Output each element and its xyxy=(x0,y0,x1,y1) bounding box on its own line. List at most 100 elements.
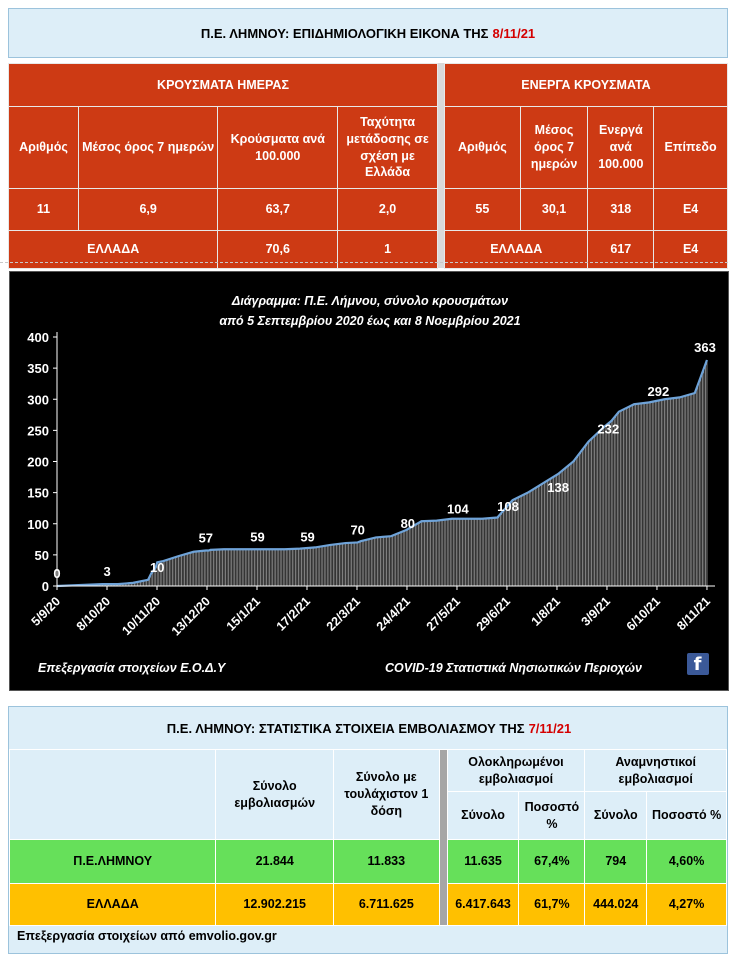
vaccination-title: Π.Ε. ΛΗΜΝΟΥ: ΣΤΑΤΙΣΤΙΚΑ ΣΤΟΙΧΕΙΑ ΕΜΒΟΛΙΑ… xyxy=(9,707,729,749)
x-tick-label: 6/10/21 xyxy=(624,594,663,633)
x-tick-label: 22/3/21 xyxy=(324,594,363,633)
x-tick-label: 1/8/21 xyxy=(529,594,564,629)
daily-col-per100k: Κρούσματα ανά 100.000 xyxy=(217,106,339,189)
data-label: 10 xyxy=(150,560,164,575)
facebook-icon[interactable]: f xyxy=(687,653,709,675)
epidemiology-date: 8/11/21 xyxy=(492,25,536,41)
section-separator xyxy=(0,259,728,263)
y-tick-label: 350 xyxy=(27,361,49,376)
vacc-header-complete-pct: Ποσοστό % xyxy=(518,791,586,840)
x-tick-label: 15/1/21 xyxy=(224,594,263,633)
active-cases-header: ΕΝΕΡΓΑ ΚΡΟΥΣΜΑΤΑ xyxy=(444,63,728,107)
y-tick-label: 0 xyxy=(42,579,49,594)
y-tick-label: 300 xyxy=(27,392,49,407)
active-col-per100k: Ενεργά ανά 100.000 xyxy=(587,106,655,189)
data-label: 138 xyxy=(547,480,569,495)
data-label: 59 xyxy=(300,529,314,544)
vacc-lemnos-label: Π.Ε.ΛΗΜΝΟΥ xyxy=(8,839,217,884)
vacc-row-lemnos: Π.Ε.ΛΗΜΝΟΥ 21.844 11.833 11.635 67,4% 79… xyxy=(8,839,727,884)
data-label: 80 xyxy=(401,516,415,531)
active-count-value: 55 xyxy=(444,188,521,231)
vacc-lemnos-booster-pct: 4,60% xyxy=(646,839,727,884)
vacc-greece-complete-pct: 61,7% xyxy=(518,883,586,926)
chart-footer-source: Επεξεργασία στοιχείων Ε.Ο.Δ.Υ xyxy=(38,661,226,675)
vacc-lemnos-booster: 794 xyxy=(584,839,648,884)
cases-chart: 0 50 100 150 200 250 300 350 400 5/9/20 8/10/20 10/… xyxy=(9,271,729,691)
epidemiology-panel: Π.Ε. ΛΗΜΝΟΥ: ΕΠΙΔΗΜΙΟΛΟΓΙΚΗ ΕΙΚΟΝΑ ΤΗΣ 8… xyxy=(7,8,728,269)
daily-speed-value: 2,0 xyxy=(337,188,438,231)
vacc-row-greece: ΕΛΛΑΔΑ 12.902.215 6.711.625 6.417.643 61… xyxy=(8,883,727,926)
vacc-lemnos-one-dose: 11.833 xyxy=(333,839,440,884)
data-label: 70 xyxy=(350,522,364,537)
data-label: 104 xyxy=(447,501,469,516)
y-tick-label: 50 xyxy=(35,548,49,563)
cases-line xyxy=(56,359,708,588)
x-tick-label: 24/4/21 xyxy=(374,594,413,633)
daily-avg7-value: 6,9 xyxy=(77,188,219,231)
chart-title-line2: από 5 Σεπτεμβρίου 2020 έως και 8 Νοεμβρί… xyxy=(219,314,521,328)
vaccination-footer: Επεξεργασία στοιχείων από emvolio.gov.gr xyxy=(17,929,277,943)
x-tick-label: 5/9/20 xyxy=(29,594,64,629)
vacc-greece-label: ΕΛΛΑΔΑ xyxy=(8,883,217,926)
daily-col-speed: Ταχύτητα μετάδοσης σε σχέση με Ελλάδα xyxy=(337,106,438,189)
y-tick-label: 400 xyxy=(27,330,49,345)
y-tick-label: 150 xyxy=(27,486,49,501)
vacc-lemnos-total: 21.844 xyxy=(215,839,334,884)
chart-title-line1: Διάγραμμα: Π.Ε. Λήμνου, σύνολο κρουσμάτω… xyxy=(231,294,509,308)
daily-per100k-value: 63,7 xyxy=(217,188,339,231)
vaccination-title-text: Π.Ε. ΛΗΜΝΟΥ: ΣΤΑΤΙΣΤΙΚΑ ΣΤΟΙΧΕΙΑ ΕΜΒΟΛΙΑ… xyxy=(166,720,525,736)
epidemiology-title: Π.Ε. ΛΗΜΝΟΥ: ΕΠΙΔΗΜΙΟΛΟΓΙΚΗ ΕΙΚΟΝΑ ΤΗΣ 8… xyxy=(8,8,728,58)
vacc-header-complete: Ολοκληρωμένοι εμβολιασμοί xyxy=(446,749,586,792)
y-tick-label: 100 xyxy=(27,517,49,532)
vacc-header-total: Σύνολο εμβολιασμών xyxy=(215,749,334,840)
active-col-level: Επίπεδο xyxy=(653,106,728,189)
x-tick-label: 8/10/20 xyxy=(74,594,113,633)
active-level-value: Ε4 xyxy=(653,188,728,231)
active-col-count: Αριθμός xyxy=(444,106,521,189)
vaccination-table: Σύνολο εμβολιασμών Σύνολο με τουλάχιστον… xyxy=(8,749,727,926)
vacc-header-complete-sum: Σύνολο xyxy=(446,791,520,840)
vacc-lemnos-complete-pct: 67,4% xyxy=(518,839,586,884)
vacc-header-booster-sum: Σύνολο xyxy=(584,791,648,840)
vaccination-date: 7/11/21 xyxy=(528,720,572,736)
data-label: 0 xyxy=(53,566,60,581)
vacc-header-booster-pct: Ποσοστό % xyxy=(646,791,727,840)
vacc-greece-complete: 6.417.643 xyxy=(446,883,520,926)
table-divider xyxy=(438,63,444,268)
vacc-header-one-dose: Σύνολο με τουλάχιστον 1 δόση xyxy=(333,749,440,840)
daily-col-avg7: Μέσος όρος 7 ημερών xyxy=(77,106,219,189)
vacc-greece-one-dose: 6.711.625 xyxy=(333,883,440,926)
active-col-avg7: Μέσος όρος 7 ημερών xyxy=(519,106,589,189)
data-label: 363 xyxy=(694,340,716,355)
chart-footer-brand: COVID-19 Στατιστικά Νησιωτικών Περιοχών xyxy=(385,661,642,675)
vacc-gray-separator xyxy=(438,749,448,926)
vacc-header-booster: Αναμνηστικοί εμβολιασμοί xyxy=(584,749,727,792)
active-per100k-value: 318 xyxy=(587,188,655,231)
data-label: 57 xyxy=(199,531,213,546)
data-label: 108 xyxy=(497,499,519,514)
vacc-greece-booster: 444.024 xyxy=(584,883,648,926)
vacc-greece-booster-pct: 4,27% xyxy=(646,883,727,926)
x-tick-label: 29/6/21 xyxy=(474,594,513,633)
epidemiology-title-text: Π.Ε. ΛΗΜΝΟΥ: ΕΠΙΔΗΜΙΟΛΟΓΙΚΗ ΕΙΚΟΝΑ ΤΗΣ xyxy=(200,25,489,41)
y-tick-label: 250 xyxy=(27,423,49,438)
active-avg7-value: 30,1 xyxy=(519,188,589,231)
x-tick-label: 13/12/20 xyxy=(169,594,213,638)
daily-count-value: 11 xyxy=(8,188,79,231)
vacc-greece-total: 12.902.215 xyxy=(215,883,334,926)
x-tick-label: 27/5/21 xyxy=(424,594,463,633)
active-cases-table: ΕΝΕΡΓΑ ΚΡΟΥΣΜΑΤΑ Αριθμός Μέσος όρος 7 ημ… xyxy=(443,63,728,269)
y-tick-label: 200 xyxy=(27,455,49,470)
x-tick-label: 3/9/21 xyxy=(579,594,614,629)
vacc-header-blank xyxy=(8,749,217,840)
daily-cases-header: ΚΡΟΥΣΜΑΤΑ ΗΜΕΡΑΣ xyxy=(8,63,438,107)
data-label: 59 xyxy=(250,529,264,544)
x-tick-label: 8/11/21 xyxy=(674,594,713,633)
vacc-lemnos-complete: 11.635 xyxy=(446,839,520,884)
x-tick-label: 17/2/21 xyxy=(274,594,313,633)
data-label: 232 xyxy=(597,422,619,437)
daily-col-count: Αριθμός xyxy=(8,106,79,189)
vaccination-panel: Π.Ε. ΛΗΜΝΟΥ: ΣΤΑΤΙΣΤΙΚΑ ΣΤΟΙΧΕΙΑ ΕΜΒΟΛΙΑ… xyxy=(8,706,728,954)
daily-cases-table: ΚΡΟΥΣΜΑΤΑ ΗΜΕΡΑΣ Αριθμός Μέσος όρος 7 ημ… xyxy=(7,63,438,269)
